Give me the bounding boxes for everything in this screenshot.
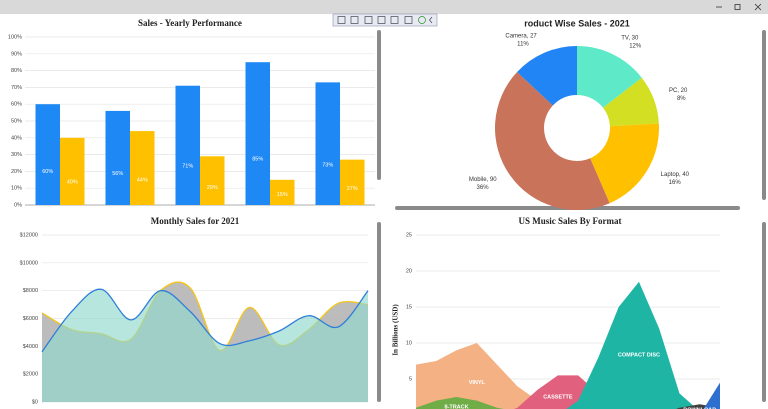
y-tick-label: $8000 [23, 288, 38, 294]
tool-icon[interactable] [404, 16, 413, 24]
area-label: VINYL [469, 380, 486, 386]
pie-slice [577, 46, 642, 108]
y-tick-label: $12000 [20, 232, 38, 238]
bar [315, 82, 340, 205]
tool-icon[interactable] [337, 16, 346, 24]
data-label: 85% [252, 157, 263, 163]
y-tick-label: $4000 [23, 344, 38, 350]
bar [175, 85, 200, 205]
bar [35, 104, 60, 205]
area [703, 382, 720, 409]
data-label: 15% [277, 192, 288, 198]
data-label: 56% [112, 171, 123, 177]
bar [270, 179, 295, 205]
area [566, 281, 698, 409]
y-tick-label: 60% [11, 102, 22, 108]
pie-slice [603, 77, 659, 127]
data-label: PC, 20 [669, 88, 688, 94]
scrollbar[interactable] [762, 30, 766, 200]
data-label: 73% [322, 163, 333, 169]
y-tick-label: 15 [406, 304, 412, 310]
pie-slice [517, 45, 577, 106]
data-label: Laptop, 40 [661, 172, 690, 178]
tool-icon[interactable] [418, 16, 426, 24]
pie-slice [590, 123, 659, 204]
y-tick-label: $6000 [23, 316, 38, 322]
data-label: TV, 30 [621, 35, 639, 41]
data-label: 71% [182, 164, 193, 170]
y-tick-label: 0% [14, 202, 22, 208]
y-tick-label: 40% [11, 135, 22, 141]
data-label: 60% [42, 169, 53, 175]
tool-icon[interactable] [390, 16, 399, 24]
chart-title: US Music Sales By Format [519, 216, 622, 226]
line [41, 288, 369, 353]
tool-icon[interactable] [429, 16, 433, 24]
y-tick-label: 10 [406, 340, 412, 346]
percent-label: 8% [677, 96, 686, 102]
chart-title: roduct Wise Sales - 2021 [524, 18, 629, 28]
title-bar [0, 0, 768, 14]
pie-slice [495, 72, 610, 210]
y-tick-label: 30% [11, 152, 22, 158]
y-tick-label: 50% [11, 118, 22, 124]
percent-label: 36% [477, 185, 490, 191]
bar [60, 137, 85, 205]
area-label: 8-TRACK [444, 404, 468, 409]
percent-label: 12% [629, 43, 642, 49]
scrollbar[interactable] [377, 222, 381, 402]
data-label: 29% [207, 185, 218, 191]
percent-label: 16% [669, 180, 682, 186]
y-tick-label: $0 [32, 399, 38, 405]
maximize-button[interactable] [734, 4, 741, 10]
scrollbar[interactable] [762, 222, 766, 402]
y-tick-label: 25 [406, 232, 412, 238]
tool-icon[interactable] [377, 16, 386, 24]
chart-title: Sales - Yearly Performance [138, 18, 242, 28]
y-tick-label: 10% [11, 186, 22, 192]
bar [340, 159, 365, 205]
y-tick-label: 80% [11, 68, 22, 74]
y-tick-label: 20 [406, 268, 412, 274]
toolbar-icons [337, 16, 433, 24]
tool-icon[interactable] [350, 16, 359, 24]
y-tick-label: $10000 [20, 260, 38, 266]
area-label: DOWNLOAD [683, 408, 716, 409]
tool-icon[interactable] [364, 16, 373, 24]
y-axis-title: In Billions (USD) [392, 304, 400, 356]
area-label: COMPACT DISC [618, 353, 660, 359]
area [416, 397, 504, 409]
area [416, 343, 554, 409]
y-tick-label: 5 [409, 376, 412, 382]
y-tick-label: 70% [11, 85, 22, 91]
bar [105, 110, 130, 205]
y-tick-label: 90% [11, 51, 22, 57]
y-tick-label: $2000 [23, 372, 38, 378]
data-label: Camera, 27 [505, 34, 537, 40]
data-label: 27% [347, 186, 358, 192]
data-label: Mobile, 90 [469, 177, 497, 183]
bar [130, 131, 155, 205]
chart-title: Monthly Sales for 2021 [151, 216, 240, 226]
data-label: 40% [67, 179, 78, 185]
y-tick-label: 20% [11, 169, 22, 175]
data-label: 44% [137, 177, 148, 183]
percent-label: 11% [517, 42, 529, 48]
scrollbar[interactable] [377, 30, 381, 180]
area-label: CASSETTE [543, 395, 573, 401]
y-tick-label: 100% [8, 34, 22, 40]
bar [200, 156, 225, 205]
area [42, 289, 368, 402]
bar [245, 62, 270, 206]
close-button[interactable] [754, 3, 762, 11]
